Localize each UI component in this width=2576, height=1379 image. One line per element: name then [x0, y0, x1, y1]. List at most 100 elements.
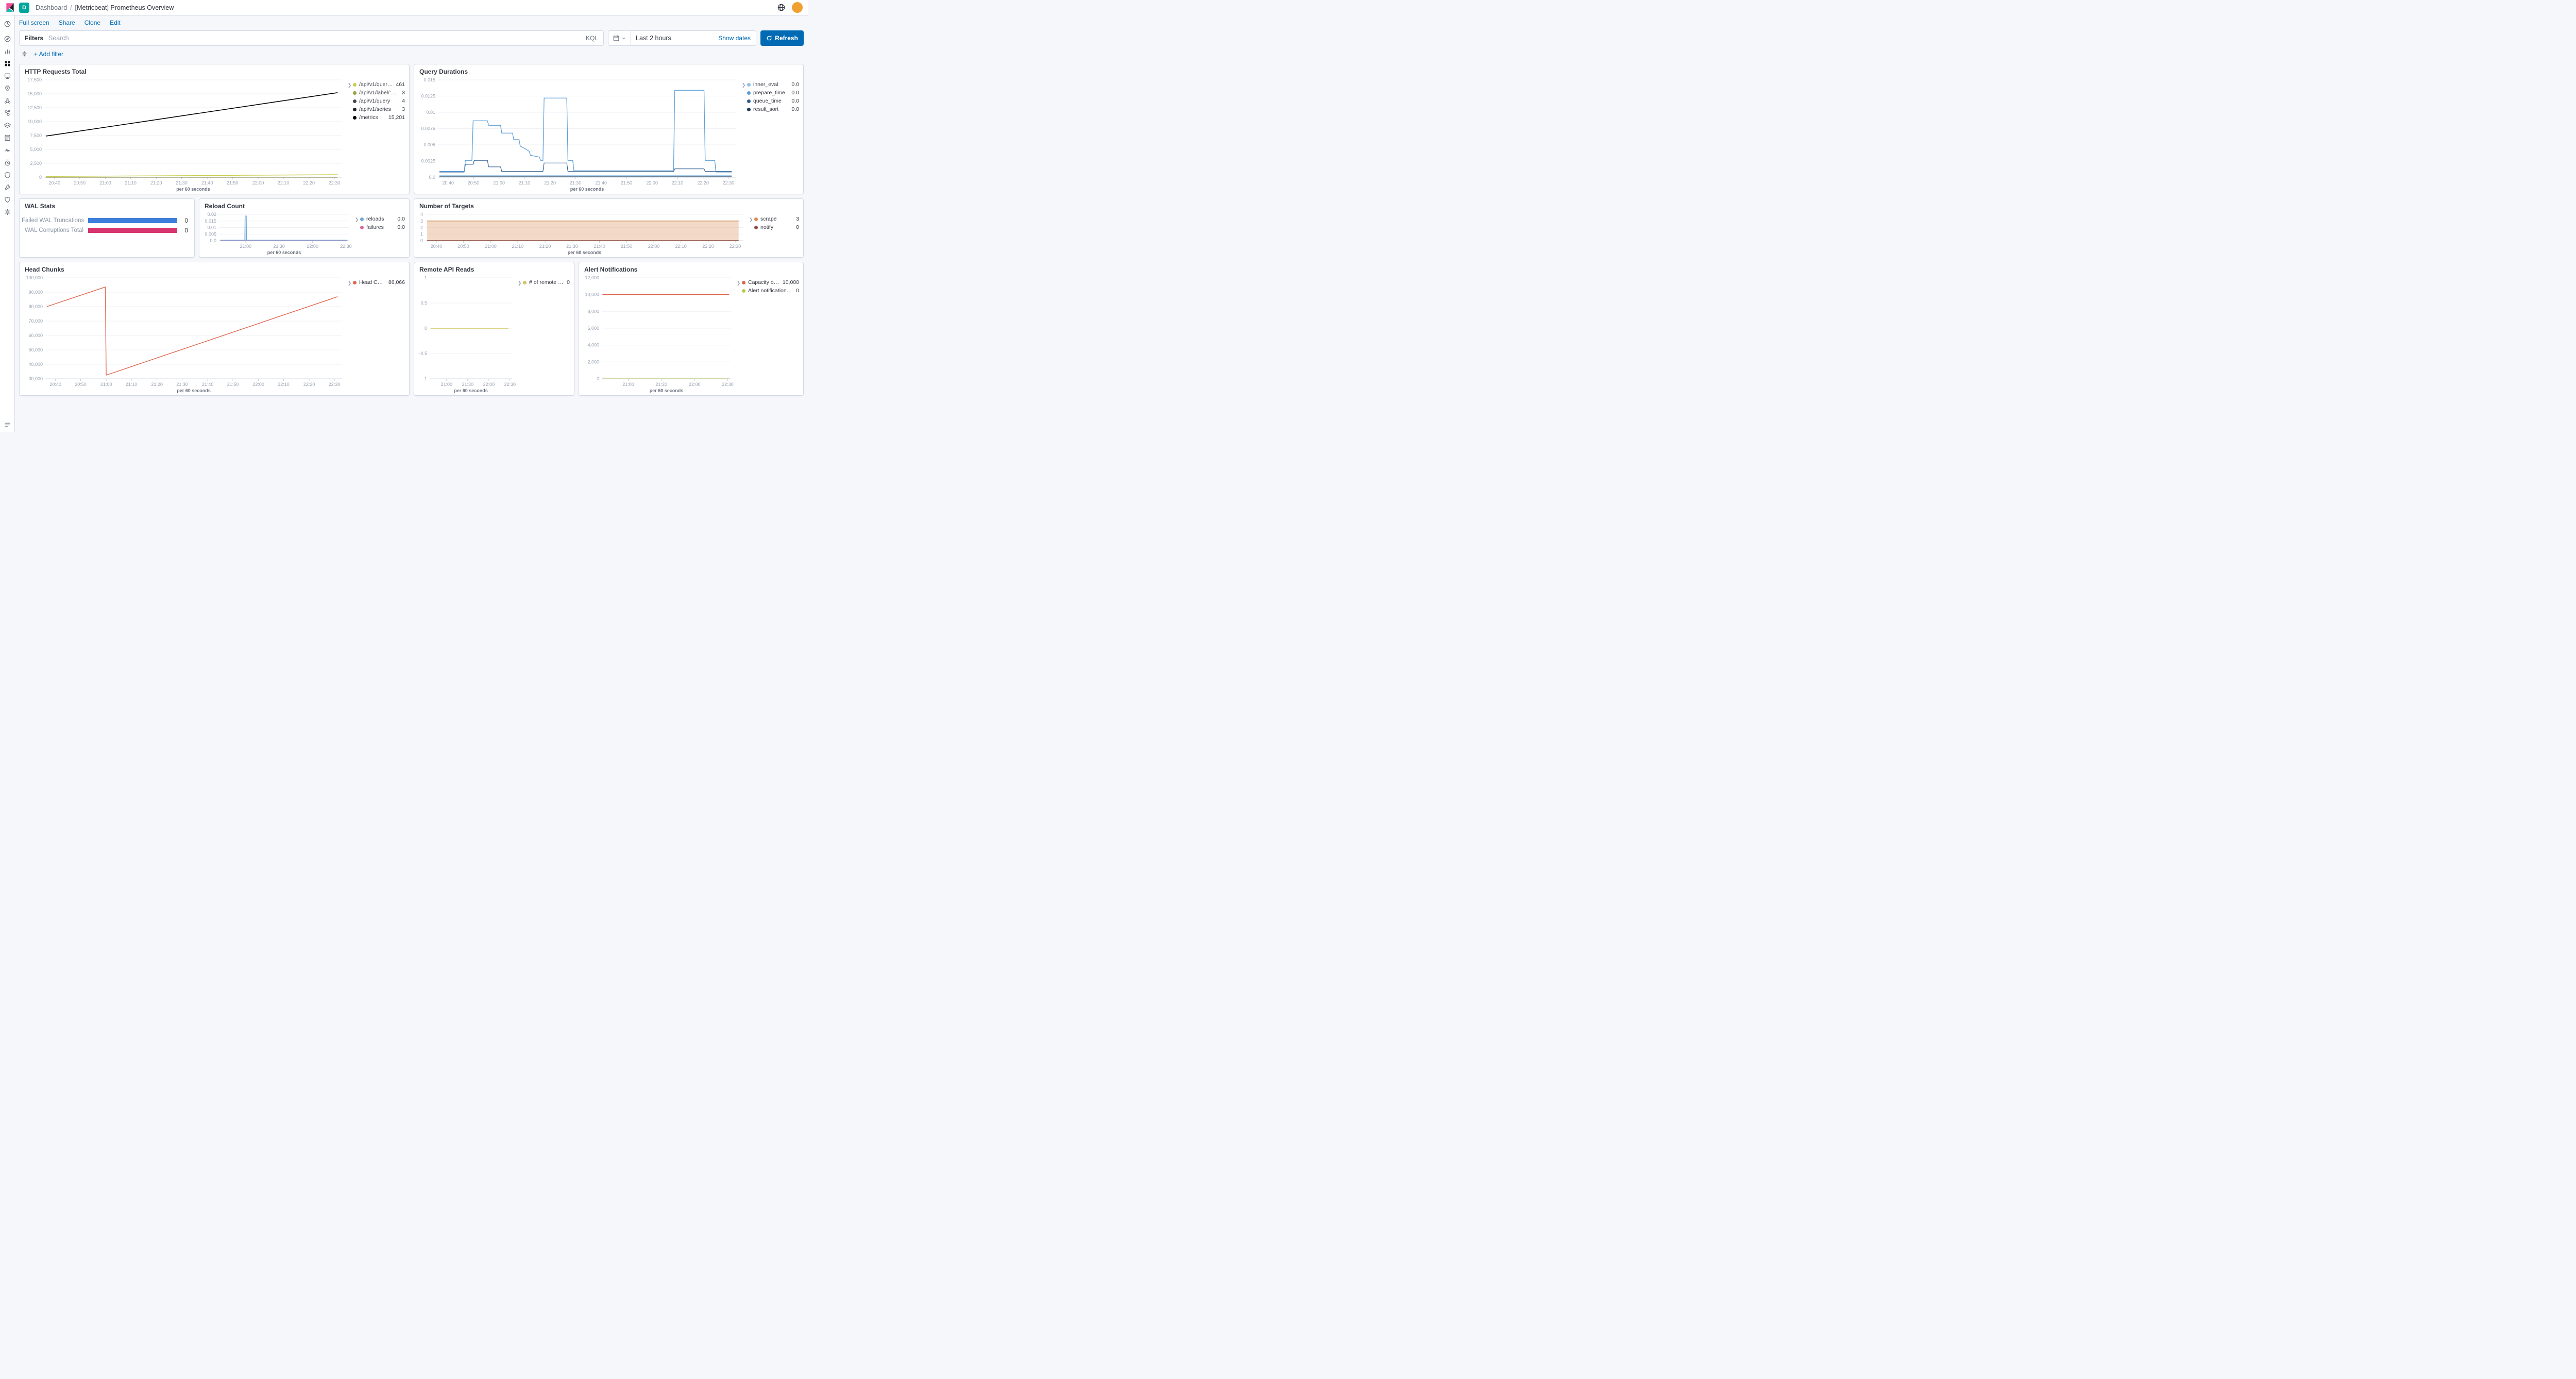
- legend-collapse-icon[interactable]: ❯: [741, 82, 746, 88]
- legend-label: reloads: [366, 216, 384, 222]
- query-durations-chart[interactable]: 0.0 0.0025 0.005 0.0075 0.01 0.0125 0.015 20:40…: [416, 76, 740, 193]
- metrics-icon[interactable]: [4, 122, 11, 129]
- graph-icon[interactable]: [4, 109, 11, 117]
- svg-text:21:00: 21:00: [493, 180, 505, 186]
- legend-item[interactable]: result_sort 0.0: [747, 106, 799, 113]
- svg-text:20:50: 20:50: [457, 244, 469, 249]
- wal-stat-row[interactable]: WAL Corruptions Total 0: [22, 227, 188, 234]
- legend-item[interactable]: inner_eval 0.0: [747, 81, 799, 88]
- wal-stat-row[interactable]: Failed WAL Truncations 0: [22, 217, 188, 224]
- legend-item[interactable]: Alert notifications in ...0: [742, 288, 799, 294]
- dev-tools-icon[interactable]: [4, 183, 11, 191]
- share-button[interactable]: Share: [58, 19, 75, 26]
- chart-legend: scrape 3 notify 0: [754, 216, 801, 231]
- legend-item[interactable]: /metrics 15,201: [353, 114, 405, 121]
- legend-item[interactable]: scrape 3: [754, 216, 799, 223]
- legend-item[interactable]: Head Chunks86,066: [353, 279, 405, 286]
- svg-text:17,500: 17,500: [27, 77, 42, 82]
- dashboard-row-3: Head Chunks 30,000 40,000 50,000 60,000 70,0…: [19, 262, 804, 396]
- show-dates-link[interactable]: Show dates: [718, 35, 751, 42]
- http-requests-total-chart[interactable]: 0 2,500 5,000 7,500 10,000 12,500 15,000 17,500…: [22, 76, 346, 193]
- svg-text:0.0: 0.0: [210, 238, 216, 243]
- svg-text:5,000: 5,000: [30, 147, 42, 152]
- alert-notifications-chart[interactable]: 0 2,000 4,000 6,000 8,000 10,000 12,000 21:00 21…: [581, 274, 735, 394]
- management-icon[interactable]: [4, 208, 11, 216]
- discover-icon[interactable]: [4, 35, 11, 43]
- legend-item[interactable]: /api/v1/label/:name/v...3: [353, 90, 405, 96]
- svg-text:21:40: 21:40: [594, 244, 605, 249]
- reload-count-chart[interactable]: 0.0 0.005 0.01 0.015 0.02 21:00 21:30 22:00 22:3…: [201, 210, 353, 256]
- svg-text:1: 1: [425, 275, 427, 280]
- filters-dropdown[interactable]: Filters: [25, 35, 44, 42]
- legend-collapse-icon[interactable]: ❯: [749, 217, 753, 222]
- dashboard-icon[interactable]: [4, 60, 11, 68]
- breadcrumb-dashboard-link[interactable]: Dashboard: [36, 4, 67, 11]
- time-range-value[interactable]: Last 2 hours: [636, 35, 671, 42]
- chart-legend: /api/v1/query_range461/api/v1/label/:nam…: [353, 81, 407, 121]
- maps-icon[interactable]: [4, 85, 11, 92]
- filter-options-gear-icon[interactable]: [21, 51, 28, 57]
- svg-text:per 60 seconds: per 60 seconds: [454, 388, 488, 393]
- add-filter-link[interactable]: + Add filter: [34, 50, 64, 58]
- logs-icon[interactable]: [4, 134, 11, 142]
- svg-text:8,000: 8,000: [587, 309, 599, 314]
- number-of-targets-chart[interactable]: 0 1 2 3 4 20:40 20:50 21:00 21:10 21:20 21:30 21:40…: [416, 210, 748, 256]
- machine-learning-icon[interactable]: [4, 97, 11, 105]
- uptime-icon[interactable]: [4, 159, 11, 166]
- apm-icon[interactable]: [4, 146, 11, 154]
- svg-text:20:40: 20:40: [442, 180, 454, 186]
- canvas-icon[interactable]: [4, 72, 11, 80]
- legend-value: 4: [402, 98, 405, 104]
- help-icon[interactable]: [777, 3, 786, 12]
- legend-collapse-icon[interactable]: ❯: [517, 280, 522, 285]
- visualize-icon[interactable]: [4, 47, 11, 55]
- svg-text:12,000: 12,000: [585, 275, 599, 280]
- legend-item[interactable]: notify 0: [754, 224, 799, 231]
- query-language-switcher[interactable]: KQL: [585, 35, 598, 42]
- svg-text:21:40: 21:40: [595, 180, 607, 186]
- calendar-icon[interactable]: [608, 31, 631, 45]
- legend-item[interactable]: reloads 0.0: [360, 216, 405, 223]
- space-avatar[interactable]: D: [19, 2, 29, 13]
- legend-item[interactable]: /api/v1/query_range461: [353, 81, 405, 88]
- panel-query-durations: Query Durations 0.0 0.0025 0.005 0.0075 0.01…: [414, 64, 804, 194]
- panel-wal-stats: WAL Stats Failed WAL Truncations 0 WAL Cor…: [19, 198, 195, 258]
- search-input[interactable]: [48, 35, 581, 42]
- legend-item[interactable]: queue_time 0.0: [747, 98, 799, 105]
- siem-icon[interactable]: [4, 171, 11, 179]
- series-color-dot: [747, 91, 751, 95]
- legend-value: 0: [796, 288, 799, 294]
- panel-http-requests-total: HTTP Requests Total 0 2,500 5,000 7,500 10,0…: [19, 64, 410, 194]
- legend-item[interactable]: # of remote read que...0: [523, 279, 570, 286]
- legend-label: Head Chunks: [359, 279, 386, 285]
- legend-label: /api/v1/label/:name/v...: [359, 90, 399, 96]
- full-screen-button[interactable]: Full screen: [19, 19, 49, 26]
- head-chunks-chart[interactable]: 30,000 40,000 50,000 60,000 70,000 80,000 90,0…: [22, 274, 346, 394]
- legend-collapse-icon[interactable]: ❯: [347, 280, 352, 285]
- legend-value: 0.0: [791, 106, 799, 112]
- legend-collapse-icon[interactable]: ❯: [736, 280, 741, 285]
- legend-item[interactable]: /api/v1/series 3: [353, 106, 405, 113]
- legend-collapse-icon[interactable]: ❯: [347, 82, 352, 88]
- legend-item[interactable]: Capacity of the...10,000: [742, 279, 799, 286]
- svg-text:20:40: 20:40: [431, 244, 443, 249]
- svg-text:22:20: 22:20: [303, 180, 315, 186]
- kibana-logo[interactable]: [5, 3, 15, 12]
- refresh-button[interactable]: Refresh: [760, 30, 804, 46]
- legend-label: inner_eval: [753, 81, 778, 88]
- chart-legend: inner_eval 0.0 prepare_time 0.0 queue_time 0.…: [747, 81, 801, 113]
- clone-button[interactable]: Clone: [84, 19, 101, 26]
- legend-item[interactable]: failures 0.0: [360, 224, 405, 231]
- stack-monitoring-icon[interactable]: [4, 196, 11, 204]
- remote-api-reads-chart[interactable]: -1 -0.5 0 0.5 1 21:00 21:30 22:00 22:30 per 60 se…: [416, 274, 516, 394]
- series-color-dot: [360, 226, 364, 229]
- legend-item[interactable]: /api/v1/query 4: [353, 98, 405, 105]
- svg-text:2,000: 2,000: [587, 359, 599, 364]
- edit-button[interactable]: Edit: [110, 19, 121, 26]
- recently-viewed-icon[interactable]: [4, 20, 11, 28]
- legend-item[interactable]: prepare_time 0.0: [747, 90, 799, 96]
- user-avatar[interactable]: [792, 2, 803, 13]
- collapse-menu-icon[interactable]: [4, 421, 11, 429]
- legend-collapse-icon[interactable]: ❯: [354, 217, 359, 222]
- svg-text:22:20: 22:20: [303, 382, 315, 387]
